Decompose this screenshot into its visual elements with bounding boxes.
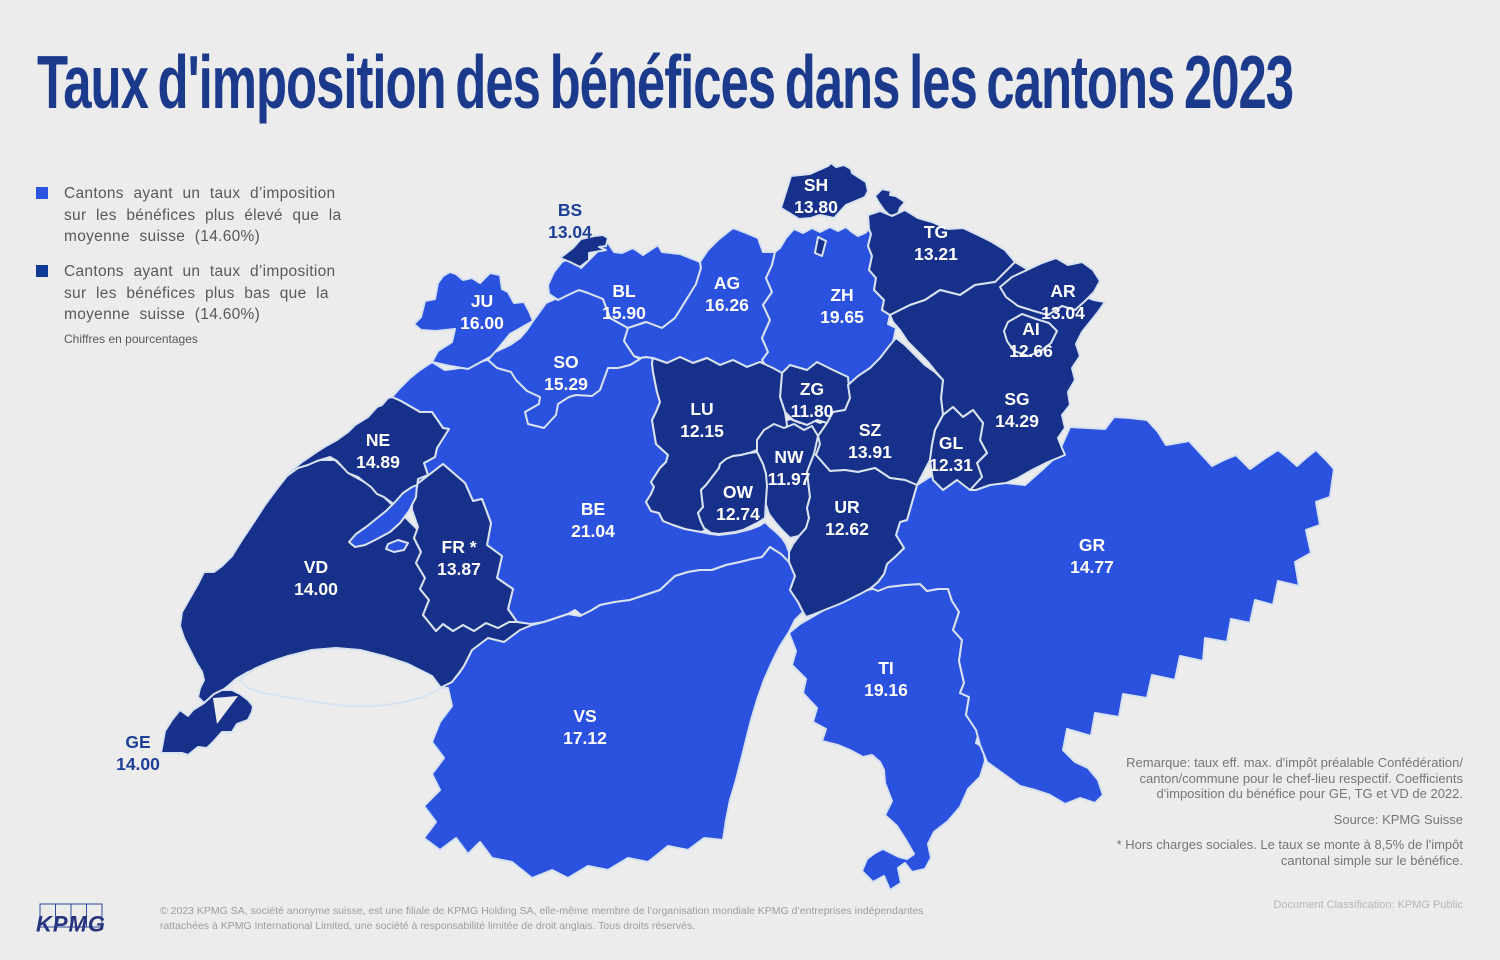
svg-text:11.97: 11.97	[768, 469, 811, 489]
svg-text:BL: BL	[612, 281, 636, 301]
svg-text:12.74: 12.74	[716, 504, 760, 524]
svg-text:13.87: 13.87	[437, 559, 481, 579]
svg-text:12.31: 12.31	[929, 455, 973, 475]
svg-text:OW: OW	[723, 482, 754, 502]
svg-text:14.00: 14.00	[294, 579, 338, 599]
svg-text:ZG: ZG	[800, 379, 824, 399]
svg-text:14.00: 14.00	[116, 754, 160, 774]
svg-text:GL: GL	[939, 433, 964, 453]
svg-text:11.80: 11.80	[791, 401, 834, 421]
svg-text:TG: TG	[924, 222, 948, 242]
svg-text:19.16: 19.16	[864, 680, 908, 700]
svg-text:LU: LU	[690, 399, 713, 419]
svg-text:13.91: 13.91	[848, 442, 892, 462]
svg-text:16.26: 16.26	[705, 295, 749, 315]
svg-text:21.04: 21.04	[571, 521, 615, 541]
svg-text:AR: AR	[1050, 281, 1076, 301]
svg-text:AI: AI	[1022, 319, 1040, 339]
svg-text:13.04: 13.04	[548, 222, 592, 242]
svg-text:SH: SH	[804, 175, 828, 195]
svg-text:KPMG: KPMG	[36, 912, 106, 937]
svg-text:17.12: 17.12	[563, 728, 607, 748]
svg-text:ZH: ZH	[830, 285, 853, 305]
svg-text:GR: GR	[1079, 535, 1106, 555]
svg-text:SO: SO	[553, 352, 578, 372]
svg-text:SZ: SZ	[859, 420, 882, 440]
svg-text:15.90: 15.90	[602, 303, 646, 323]
svg-text:16.00: 16.00	[460, 313, 504, 333]
svg-text:14.77: 14.77	[1070, 557, 1114, 577]
svg-text:AG: AG	[714, 273, 740, 293]
svg-text:JU: JU	[471, 291, 493, 311]
svg-text:BE: BE	[581, 499, 605, 519]
svg-text:13.21: 13.21	[914, 244, 958, 264]
svg-text:13.80: 13.80	[794, 197, 838, 217]
svg-text:12.66: 12.66	[1009, 341, 1053, 361]
svg-text:12.15: 12.15	[680, 421, 724, 441]
svg-text:TI: TI	[878, 658, 894, 678]
svg-text:FR *: FR *	[442, 537, 477, 557]
svg-text:GE: GE	[125, 732, 150, 752]
svg-text:UR: UR	[834, 497, 860, 517]
svg-text:19.65: 19.65	[820, 307, 864, 327]
svg-text:VD: VD	[304, 557, 328, 577]
svg-text:14.29: 14.29	[995, 411, 1039, 431]
svg-text:12.62: 12.62	[825, 519, 869, 539]
svg-text:15.29: 15.29	[544, 374, 588, 394]
svg-text:NE: NE	[366, 430, 390, 450]
svg-text:13.04: 13.04	[1041, 303, 1085, 323]
svg-text:NW: NW	[774, 447, 804, 467]
svg-text:BS: BS	[558, 200, 582, 220]
svg-text:14.89: 14.89	[356, 452, 400, 472]
svg-text:SG: SG	[1004, 389, 1029, 409]
svg-text:VS: VS	[573, 706, 596, 726]
